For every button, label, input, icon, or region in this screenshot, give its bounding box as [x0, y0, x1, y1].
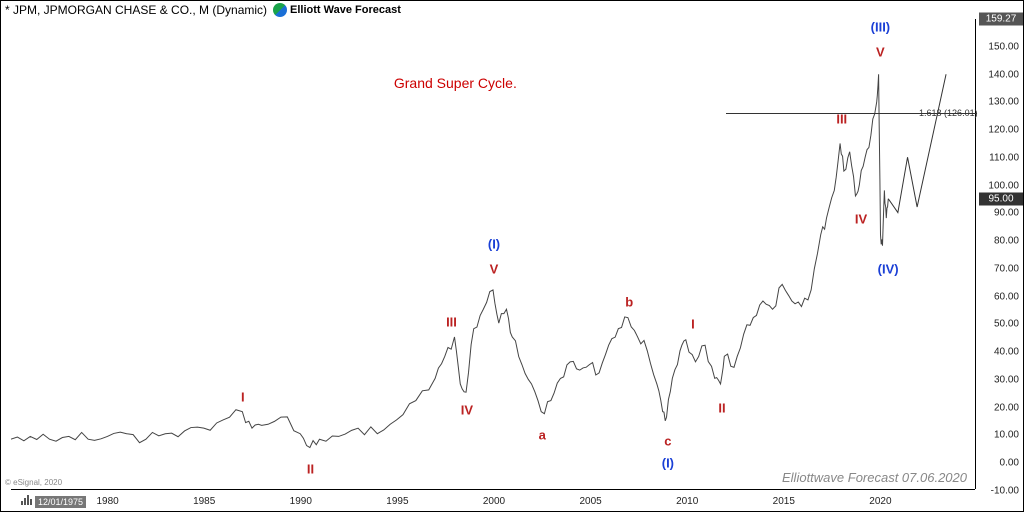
- x-tick-label: 2010: [676, 496, 698, 507]
- logo-bubble-icon: [273, 3, 287, 17]
- y-tick-label: 150.00: [988, 41, 1019, 52]
- wave-label: I: [241, 389, 245, 404]
- wave-label: (I): [662, 456, 674, 471]
- y-tick-label: 90.00: [994, 208, 1019, 219]
- copyright-text: © eSignal, 2020: [5, 478, 62, 487]
- chart-header: * JPM, JPMORGAN CHASE & CO., M (Dynamic)…: [5, 3, 401, 17]
- x-start-badge: 12/01/1975: [35, 496, 86, 508]
- watermark-text: Elliottwave Forecast 07.06.2020: [782, 470, 967, 485]
- fib-extension-label: 1.618 (126.01): [919, 108, 978, 118]
- x-tick-label: 1990: [290, 496, 312, 507]
- y-tick-label: 60.00: [994, 291, 1019, 302]
- y-tick-label: 20.00: [994, 402, 1019, 413]
- grand-super-cycle-label: Grand Super Cycle.: [394, 75, 517, 91]
- x-axis: 12/01/1975 1980 1985 1990 1995 2000 2005 2010 20…: [11, 489, 975, 511]
- x-tick-label: 2005: [579, 496, 601, 507]
- wave-label: (IV): [878, 261, 899, 276]
- bar-chart-icon: [21, 495, 33, 505]
- wave-label: IV: [855, 211, 867, 226]
- wave-label: (I): [488, 236, 500, 251]
- wave-label: II: [718, 400, 725, 415]
- y-tick-label: 100.00: [988, 180, 1019, 191]
- y-tick-label: 30.00: [994, 374, 1019, 385]
- y-max-badge: 159.27: [979, 13, 1023, 26]
- y-tick-label: 10.00: [994, 430, 1019, 441]
- wave-label: II: [307, 461, 314, 476]
- y-tick-label: 130.00: [988, 97, 1019, 108]
- x-tick-label: 1980: [96, 496, 118, 507]
- wave-label: IV: [461, 403, 473, 418]
- wave-label: b: [625, 295, 633, 310]
- y-current-badge: 95.00: [979, 193, 1023, 206]
- wave-label: c: [664, 434, 671, 449]
- y-tick-label: -10.00: [991, 486, 1019, 497]
- y-tick-label: 0.00: [1000, 458, 1019, 469]
- wave-label: V: [490, 261, 499, 276]
- y-tick-label: 120.00: [988, 125, 1019, 136]
- wave-label: a: [539, 428, 546, 443]
- wave-label: I: [691, 317, 695, 332]
- x-tick-label: 2020: [869, 496, 891, 507]
- y-tick-label: 40.00: [994, 347, 1019, 358]
- brand-logo-text: Elliott Wave Forecast: [290, 4, 401, 16]
- y-tick-label: 140.00: [988, 69, 1019, 80]
- x-tick-label: 2015: [773, 496, 795, 507]
- wave-label: III: [836, 111, 847, 126]
- brand-logo: Elliott Wave Forecast: [273, 3, 401, 17]
- y-axis: -10.000.0010.0020.0030.0040.0050.0060.00…: [975, 19, 1023, 489]
- wave-label: III: [446, 314, 457, 329]
- wave-label: V: [876, 45, 885, 60]
- x-tick-label: 1985: [193, 496, 215, 507]
- x-tick-label: 2000: [483, 496, 505, 507]
- y-tick-label: 70.00: [994, 263, 1019, 274]
- y-tick-label: 50.00: [994, 319, 1019, 330]
- ticker-title: * JPM, JPMORGAN CHASE & CO., M (Dynamic): [5, 3, 267, 17]
- y-tick-label: 80.00: [994, 236, 1019, 247]
- y-tick-label: 110.00: [989, 152, 1019, 163]
- x-tick-label: 1995: [386, 496, 408, 507]
- wave-label: (III): [871, 20, 891, 35]
- chart-container: * JPM, JPMORGAN CHASE & CO., M (Dynamic)…: [0, 0, 1024, 512]
